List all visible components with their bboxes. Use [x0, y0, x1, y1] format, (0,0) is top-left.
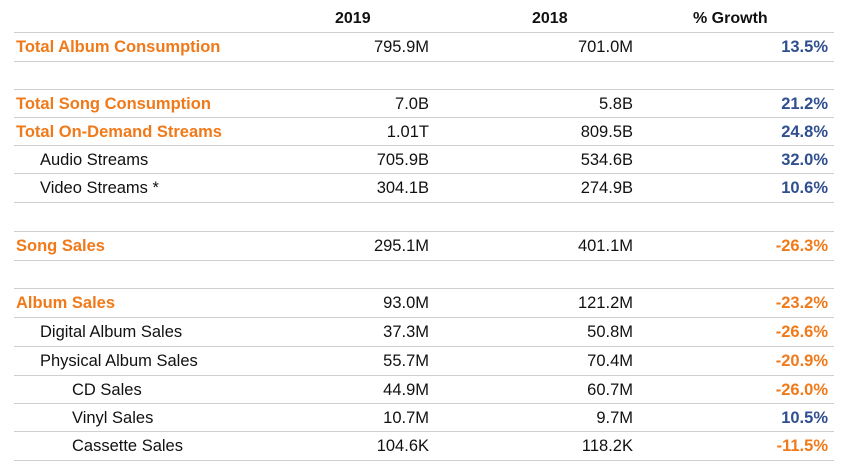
- growth-value: 13.5%: [781, 38, 828, 56]
- row-label: Cassette Sales: [72, 437, 183, 455]
- row-divider: [14, 89, 834, 90]
- row-label: Video Streams *: [40, 179, 159, 197]
- table-row: Song Sales 295.1M 401.1M -26.3%: [0, 232, 865, 260]
- row-label: Digital Album Sales: [40, 323, 183, 341]
- growth-value: -20.9%: [775, 352, 828, 370]
- growth-value: 10.5%: [781, 409, 828, 427]
- value-2018: 401.1M: [577, 237, 633, 255]
- value-2018: 5.8B: [599, 95, 633, 113]
- column-header-2019: 2019: [335, 10, 371, 27]
- value-2018: 50.8M: [587, 323, 633, 341]
- table-row: Vinyl Sales 10.7M 9.7M 10.5%: [0, 404, 865, 432]
- row-divider: [14, 288, 834, 289]
- table-row: Total On-Demand Streams 1.01T 809.5B 24.8%: [0, 118, 865, 146]
- table-row: Total Album Consumption 795.9M 701.0M 13.5%: [0, 33, 865, 61]
- value-2019: 37.3M: [383, 323, 429, 341]
- row-divider: [14, 231, 834, 232]
- growth-value: 32.0%: [781, 151, 828, 169]
- value-2019: 295.1M: [373, 237, 429, 255]
- row-label: Total Album Consumption: [16, 38, 221, 56]
- value-2019: 93.0M: [383, 294, 429, 312]
- value-2018: 9.7M: [596, 409, 633, 427]
- row-label: Total On-Demand Streams: [16, 123, 222, 141]
- row-label: Song Sales: [16, 237, 105, 255]
- row-divider: [14, 317, 834, 318]
- value-2019: 44.9M: [383, 381, 429, 399]
- value-2018: 701.0M: [577, 38, 633, 56]
- row-divider: [14, 431, 834, 432]
- growth-value: 24.8%: [781, 123, 828, 141]
- row-divider: [14, 260, 834, 261]
- value-2018: 809.5B: [580, 123, 633, 141]
- value-2019: 795.9M: [373, 38, 429, 56]
- growth-value: -11.5%: [776, 437, 828, 455]
- value-2018: 60.7M: [587, 381, 633, 399]
- row-divider: [14, 403, 834, 404]
- row-divider: [14, 145, 834, 146]
- row-divider: [14, 173, 834, 174]
- table-row: Album Sales 93.0M 121.2M -23.2%: [0, 289, 865, 317]
- table-row: Total Song Consumption 7.0B 5.8B 21.2%: [0, 90, 865, 118]
- value-2019: 104.6K: [376, 437, 429, 455]
- row-label: Vinyl Sales: [72, 409, 154, 427]
- row-divider: [14, 202, 834, 203]
- column-header-2018: 2018: [532, 10, 568, 27]
- growth-value: -26.0%: [775, 381, 828, 399]
- table-row: Cassette Sales 104.6K 118.2K -11.5%: [0, 432, 865, 460]
- row-label: CD Sales: [72, 381, 142, 399]
- value-2018: 121.2M: [577, 294, 633, 312]
- growth-value: -26.3%: [775, 237, 828, 255]
- value-2019: 7.0B: [395, 95, 429, 113]
- row-label: Physical Album Sales: [40, 352, 198, 370]
- value-2019: 1.01T: [386, 123, 429, 141]
- growth-value: -23.2%: [775, 294, 828, 312]
- table-row: CD Sales 44.9M 60.7M -26.0%: [0, 376, 865, 404]
- table-row: Video Streams * 304.1B 274.9B 10.6%: [0, 174, 865, 202]
- value-2018: 534.6B: [580, 151, 633, 169]
- row-label: Audio Streams: [40, 151, 149, 169]
- table-header: 2019 2018 % Growth: [0, 4, 865, 32]
- value-2018: 70.4M: [587, 352, 633, 370]
- value-2019: 10.7M: [383, 409, 429, 427]
- row-divider: [14, 346, 834, 347]
- row-label: Total Song Consumption: [16, 95, 211, 113]
- value-2019: 304.1B: [376, 179, 429, 197]
- table-row: Audio Streams 705.9B 534.6B 32.0%: [0, 146, 865, 174]
- value-2018: 118.2K: [581, 437, 633, 455]
- row-divider: [14, 460, 834, 461]
- value-2019: 705.9B: [376, 151, 429, 169]
- value-2019: 55.7M: [383, 352, 429, 370]
- growth-value: -26.6%: [775, 323, 828, 341]
- column-header-growth: % Growth: [693, 10, 768, 27]
- row-divider: [14, 61, 834, 62]
- value-2018: 274.9B: [580, 179, 633, 197]
- row-divider: [14, 32, 834, 33]
- growth-value: 21.2%: [781, 95, 828, 113]
- row-label: Album Sales: [16, 294, 116, 312]
- row-divider: [14, 375, 834, 376]
- table-row: Digital Album Sales 37.3M 50.8M -26.6%: [0, 318, 865, 346]
- row-divider: [14, 117, 834, 118]
- table-row: Physical Album Sales 55.7M 70.4M -20.9%: [0, 347, 865, 375]
- growth-value: 10.6%: [781, 179, 828, 197]
